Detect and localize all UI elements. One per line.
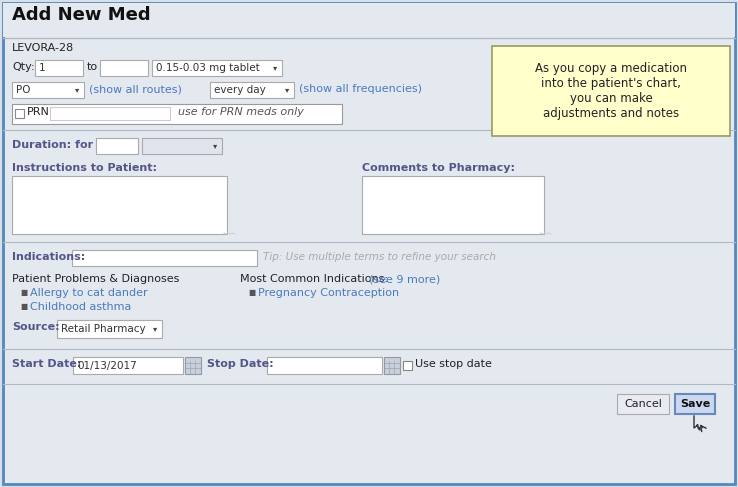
Bar	[384, 357, 400, 374]
Bar	[675, 394, 715, 414]
Text: (show all frequencies): (show all frequencies)	[299, 84, 422, 94]
Bar	[12, 82, 84, 98]
Text: 0.15-0.03 mg tablet: 0.15-0.03 mg tablet	[156, 63, 260, 73]
Text: Duration: for: Duration: for	[12, 140, 93, 150]
Text: Use stop date: Use stop date	[415, 359, 492, 369]
Text: LEVORA-28: LEVORA-28	[12, 43, 75, 53]
Text: (show all routes): (show all routes)	[89, 84, 182, 94]
Bar	[96, 138, 138, 154]
Bar	[210, 82, 294, 98]
Bar	[617, 394, 669, 414]
Bar	[362, 176, 544, 234]
Text: Patient Problems & Diagnoses: Patient Problems & Diagnoses	[12, 274, 179, 284]
Bar	[50, 107, 170, 120]
Text: As you copy a medication
into the patient's chart,
you can make
adjustments and : As you copy a medication into the patien…	[535, 62, 687, 120]
Bar	[57, 320, 162, 338]
Bar	[72, 250, 257, 266]
Text: Pregnancy Contraception: Pregnancy Contraception	[258, 288, 399, 298]
Text: Source:: Source:	[12, 322, 60, 332]
Text: Childhood asthma: Childhood asthma	[30, 302, 131, 312]
Bar	[35, 60, 83, 76]
Text: Save: Save	[680, 399, 710, 409]
Text: to: to	[87, 62, 98, 72]
Text: Indications:: Indications:	[12, 252, 86, 262]
Text: PO: PO	[16, 85, 30, 95]
Bar	[185, 357, 201, 374]
Text: 1: 1	[39, 63, 46, 73]
Bar	[152, 60, 282, 76]
Text: Add New Med: Add New Med	[12, 6, 151, 24]
Bar	[12, 104, 342, 124]
Text: ▾: ▾	[75, 86, 79, 94]
Text: ▾: ▾	[153, 324, 157, 334]
Text: ■: ■	[248, 288, 255, 297]
Text: PRN: PRN	[27, 107, 50, 117]
Text: Most Common Indications:: Most Common Indications:	[240, 274, 388, 284]
Text: ▾: ▾	[273, 63, 277, 73]
Text: ▾: ▾	[285, 86, 289, 94]
Text: Allergy to cat dander: Allergy to cat dander	[30, 288, 148, 298]
Text: ■: ■	[20, 302, 27, 311]
Bar	[492, 46, 730, 136]
Text: Start Date:: Start Date:	[12, 359, 81, 369]
Text: Tip: Use multiple terms to refine your search: Tip: Use multiple terms to refine your s…	[263, 252, 496, 262]
Bar	[73, 357, 183, 374]
Text: ■: ■	[20, 288, 27, 297]
Text: Stop Date:: Stop Date:	[207, 359, 274, 369]
Bar	[3, 3, 735, 37]
Bar	[15, 109, 24, 118]
Text: Instructions to Patient:: Instructions to Patient:	[12, 163, 157, 173]
Text: Comments to Pharmacy:: Comments to Pharmacy:	[362, 163, 515, 173]
Bar	[267, 357, 382, 374]
Bar	[142, 138, 222, 154]
Text: ▾: ▾	[213, 142, 217, 150]
Text: every day: every day	[214, 85, 266, 95]
Bar	[12, 176, 227, 234]
Bar	[403, 361, 412, 370]
Text: (see 9 more): (see 9 more)	[369, 274, 441, 284]
Text: Retail Pharmacy: Retail Pharmacy	[61, 324, 145, 334]
Text: 01/13/2017: 01/13/2017	[77, 360, 137, 371]
Bar	[100, 60, 148, 76]
Text: Qty:: Qty:	[12, 62, 35, 72]
Text: use for PRN meds only: use for PRN meds only	[178, 107, 304, 117]
Text: Cancel: Cancel	[624, 399, 662, 409]
